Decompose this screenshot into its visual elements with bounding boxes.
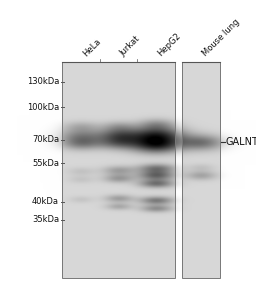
Text: HepG2: HepG2 [156,31,183,58]
Text: Jurkat: Jurkat [119,34,142,58]
Bar [62,62,175,278]
Text: 70kDa: 70kDa [32,135,59,144]
Text: GALNT2: GALNT2 [226,137,256,147]
Bar [182,62,220,278]
Text: HeLa: HeLa [81,37,102,58]
Text: Mouse lung: Mouse lung [201,17,242,58]
Text: 35kDa: 35kDa [32,215,59,224]
Text: 100kDa: 100kDa [27,102,59,111]
Text: 55kDa: 55kDa [32,159,59,168]
Text: 40kDa: 40kDa [32,197,59,206]
Text: 130kDa: 130kDa [27,77,59,86]
